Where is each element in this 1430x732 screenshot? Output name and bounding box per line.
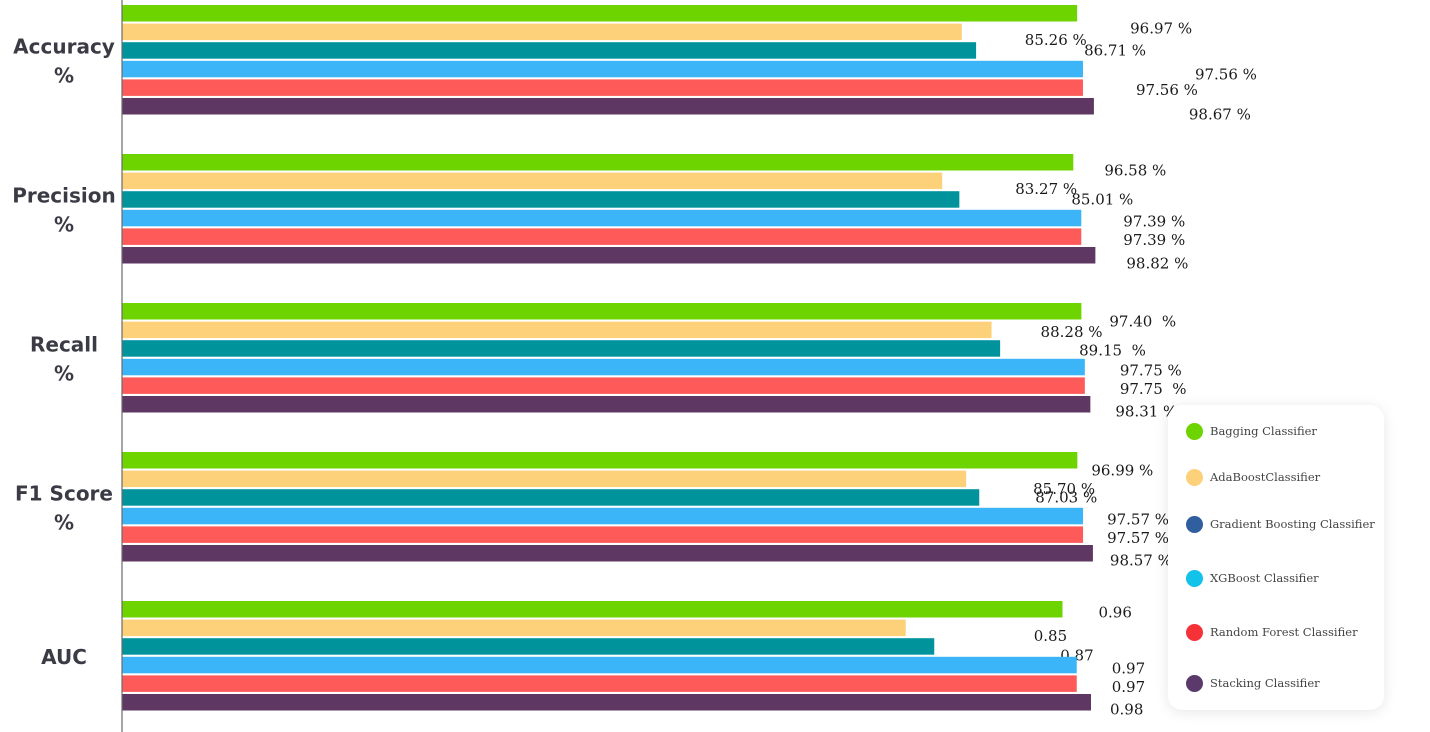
bar-gradient-boosting-classifier-recall bbox=[122, 340, 1001, 357]
bar-xgboost-classifier-accuracy bbox=[122, 60, 1083, 78]
bar-random-forest-classifier-f1-score bbox=[122, 526, 1084, 543]
bar-adaboostclassifier-accuracy bbox=[122, 23, 962, 41]
category-label: AUC bbox=[41, 645, 87, 669]
data-label: 87.03 % bbox=[1035, 489, 1097, 507]
data-label: 86.71 % bbox=[1084, 42, 1146, 60]
legend-item-random-forest-classifier: Random Forest Classifier bbox=[1186, 622, 1358, 642]
bar-stacking-classifier-accuracy bbox=[122, 98, 1094, 115]
legend-swatch bbox=[1186, 623, 1203, 641]
data-label: 96.99 % bbox=[1091, 462, 1153, 480]
legend-item-gradient-boosting-classifier: Gradient Boosting Classifier bbox=[1186, 514, 1375, 534]
legend-swatch bbox=[1186, 569, 1203, 587]
bar-bagging-classifier-recall bbox=[122, 303, 1082, 320]
legend: Bagging Classifier AdaBoostClassifier Grad… bbox=[1168, 405, 1384, 710]
bar-xgboost-classifier-recall bbox=[122, 358, 1085, 376]
legend-label: Bagging Classifier bbox=[1210, 424, 1317, 438]
bar-stacking-classifier-auc bbox=[122, 694, 1091, 711]
category-label: Recall% bbox=[30, 332, 98, 385]
data-label: 0.97 bbox=[1112, 659, 1145, 677]
data-label: 0.97 bbox=[1112, 678, 1145, 696]
bar-bagging-classifier-f1-score bbox=[122, 452, 1078, 469]
bar-bagging-classifier-accuracy bbox=[122, 5, 1078, 22]
data-label: 98.67 % bbox=[1189, 106, 1251, 124]
bar-bagging-classifier-precision bbox=[122, 154, 1074, 171]
bar-bagging-classifier-auc bbox=[122, 601, 1063, 618]
bar-adaboostclassifier-precision bbox=[122, 172, 943, 190]
category-label: Precision% bbox=[12, 183, 116, 236]
data-label: 85.70 % bbox=[1033, 480, 1095, 498]
bar-random-forest-classifier-auc bbox=[122, 675, 1077, 692]
category-label: F1 Score% bbox=[15, 481, 113, 534]
legend-swatch bbox=[1186, 422, 1203, 440]
data-label: 89.15 % bbox=[1079, 342, 1146, 360]
data-label: 85.26 % bbox=[1025, 31, 1087, 49]
category-label: Accuracy% bbox=[13, 34, 115, 87]
bar-gradient-boosting-classifier-f1-score bbox=[122, 489, 980, 506]
legend-label: AdaBoostClassifier bbox=[1210, 470, 1321, 484]
data-label: 97.39 % bbox=[1123, 231, 1185, 249]
legend-item-bagging-classifier: Bagging Classifier bbox=[1186, 421, 1317, 441]
data-label: 97.57 % bbox=[1107, 529, 1169, 547]
data-label: 97.39 % bbox=[1123, 212, 1185, 230]
data-label: 98.57 % bbox=[1110, 552, 1172, 570]
data-label: 96.97 % bbox=[1130, 20, 1192, 38]
data-label: 97.57 % bbox=[1107, 510, 1169, 528]
data-label: 97.75 % bbox=[1120, 380, 1187, 398]
data-label: 98.31 % bbox=[1115, 403, 1177, 421]
legend-swatch bbox=[1186, 468, 1203, 486]
legend-item-adaboostclassifier: AdaBoostClassifier bbox=[1186, 467, 1320, 487]
bar-xgboost-classifier-auc bbox=[122, 656, 1077, 674]
data-label: 0.96 bbox=[1099, 604, 1132, 622]
legend-item-xgboost-classifier: XGBoost Classifier bbox=[1186, 568, 1319, 588]
legend-label: Stacking Classifier bbox=[1210, 676, 1320, 690]
data-label: 97.56 % bbox=[1195, 65, 1257, 83]
data-label: 0.85 bbox=[1034, 627, 1067, 645]
legend-swatch bbox=[1186, 674, 1203, 692]
bar-stacking-classifier-recall bbox=[122, 396, 1091, 413]
bar-gradient-boosting-classifier-accuracy bbox=[122, 42, 977, 59]
data-label: 98.82 % bbox=[1126, 255, 1188, 273]
bar-adaboostclassifier-f1-score bbox=[122, 470, 967, 488]
data-label: 0.98 bbox=[1110, 701, 1143, 719]
bar-gradient-boosting-classifier-auc bbox=[122, 638, 935, 655]
bar-stacking-classifier-f1-score bbox=[122, 545, 1093, 562]
legend-label: Gradient Boosting Classifier bbox=[1210, 517, 1375, 531]
bar-xgboost-classifier-precision bbox=[122, 209, 1082, 227]
legend-label: XGBoost Classifier bbox=[1210, 571, 1319, 585]
data-label: 83.27 % bbox=[1015, 180, 1077, 198]
legend-label: Random Forest Classifier bbox=[1210, 625, 1358, 639]
legend-item-stacking-classifier: Stacking Classifier bbox=[1186, 673, 1320, 693]
bar-stacking-classifier-precision bbox=[122, 247, 1096, 264]
data-label: 97.75 % bbox=[1120, 361, 1182, 379]
bar-adaboostclassifier-auc bbox=[122, 619, 906, 637]
data-label: 97.40 % bbox=[1109, 313, 1176, 331]
bar-random-forest-classifier-accuracy bbox=[122, 79, 1083, 96]
bar-gradient-boosting-classifier-precision bbox=[122, 191, 960, 208]
data-label: 97.56 % bbox=[1136, 81, 1198, 99]
bar-adaboostclassifier-recall bbox=[122, 321, 992, 339]
bar-random-forest-classifier-recall bbox=[122, 377, 1085, 394]
bar-random-forest-classifier-precision bbox=[122, 228, 1082, 245]
bar-xgboost-classifier-f1-score bbox=[122, 507, 1084, 525]
data-label: 85.01 % bbox=[1071, 191, 1133, 209]
data-label: 96.58 % bbox=[1104, 162, 1166, 180]
legend-swatch bbox=[1186, 515, 1203, 533]
data-label: 88.28 % bbox=[1041, 323, 1103, 341]
